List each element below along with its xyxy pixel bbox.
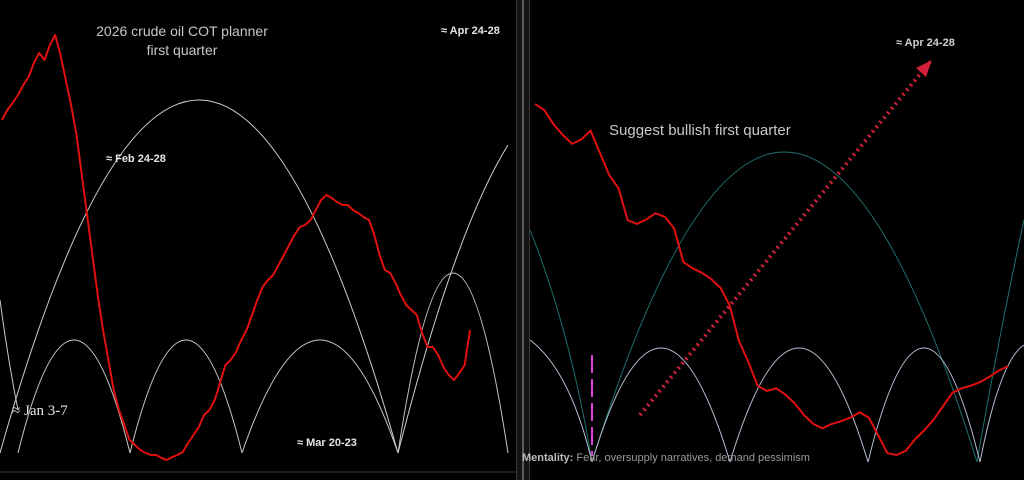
right-chart-panel: ≈ Apr 24-28 Suggest bullish first quarte… [530, 0, 1024, 480]
minor-cycle-arc [0, 299, 19, 411]
minor-cycle-arc [979, 344, 1024, 463]
major-cycle-arc [397, 144, 509, 454]
mentality-text: Fear, oversupply narratives, demand pess… [576, 452, 810, 464]
mentality-note: Mentality: Fear, oversupply narratives, … [522, 452, 810, 464]
annotation-apr-left: ≈ Apr 24-28 [441, 25, 500, 37]
minor-cycle-arc [241, 339, 399, 454]
left-chart-panel: 2026 crude oil COT planner first quarter… [0, 22, 516, 473]
major-cycle-arc [530, 229, 593, 463]
mentality-label: Mentality: [522, 452, 574, 464]
chart-title: 2026 crude oil COT planner [96, 23, 268, 39]
bullish-trend-arrowhead [916, 60, 932, 77]
price-line [534, 103, 1009, 456]
major-cycle-arc [0, 99, 399, 454]
major-cycle-arc [976, 219, 1024, 463]
chart-title-block: 2026 crude oil COT planner first quarter [82, 22, 282, 60]
major-cycle-arc [591, 151, 978, 463]
minor-cycle-arc [397, 272, 509, 454]
right-chart-svg [530, 60, 1024, 463]
price-line [1, 34, 471, 461]
bullish-trend-arrow [638, 60, 932, 417]
chart-subtitle: first quarter [146, 42, 218, 58]
minor-cycle-arc [17, 339, 131, 454]
annotation-apr-right: ≈ Apr 24-28 [896, 37, 955, 49]
minor-cycle-arc [729, 347, 869, 463]
minor-cycle-arc [129, 339, 243, 454]
annotation-jan: ≈ Jan 3-7 [12, 403, 68, 419]
minor-cycle-arc [591, 347, 731, 463]
minor-cycle-arc [867, 347, 981, 463]
annotation-feb: ≈ Feb 24-28 [106, 153, 166, 165]
minor-cycle-arc [530, 339, 593, 463]
left-chart-svg [0, 34, 516, 473]
annotation-mar: ≈ Mar 20-23 [297, 437, 357, 449]
suggest-text: Suggest bullish first quarter [609, 122, 791, 139]
panel-divider [516, 0, 530, 480]
